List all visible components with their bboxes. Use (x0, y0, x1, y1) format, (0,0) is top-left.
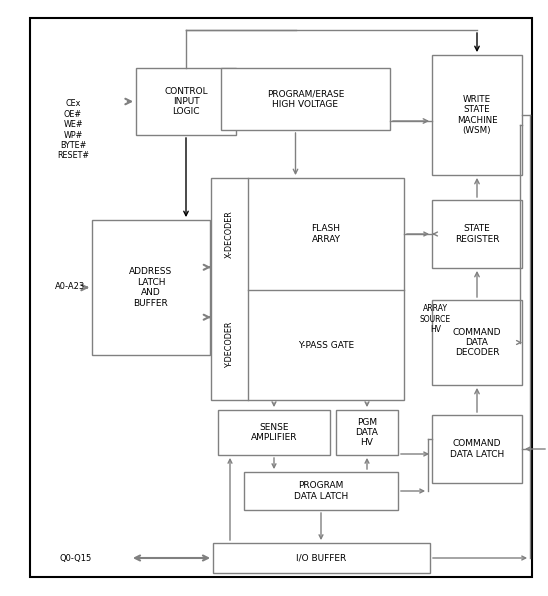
Text: STATE
REGISTER: STATE REGISTER (455, 224, 499, 244)
Bar (432, 200, 522, 268)
Text: X-DECODER: X-DECODER (225, 210, 234, 258)
Text: WRITE
STATE
MACHINE
(WSM): WRITE STATE MACHINE (WSM) (456, 95, 498, 135)
Text: CEx
OE#
WE#
WP#
BYTE#
RESET#: CEx OE# WE# WP# BYTE# RESET# (57, 100, 89, 160)
Text: PROGRAM/ERASE
HIGH VOLTAGE: PROGRAM/ERASE HIGH VOLTAGE (267, 89, 344, 108)
Bar (92, 220, 210, 355)
Text: ARRAY
SOURCE
HV: ARRAY SOURCE HV (420, 304, 451, 334)
Text: I/O BUFFER: I/O BUFFER (296, 554, 347, 563)
Text: CONTROL
INPUT
LOGIC: CONTROL INPUT LOGIC (164, 86, 208, 116)
Bar (244, 472, 398, 510)
Text: FLASH
ARRAY: FLASH ARRAY (311, 224, 340, 244)
Text: PROGRAM
DATA LATCH: PROGRAM DATA LATCH (294, 482, 348, 501)
Bar (211, 178, 404, 400)
Text: COMMAND
DATA
DECODER: COMMAND DATA DECODER (453, 328, 501, 358)
Bar (221, 68, 390, 130)
Text: COMMAND
DATA LATCH: COMMAND DATA LATCH (450, 439, 504, 459)
Text: ADDRESS
LATCH
AND
BUFFER: ADDRESS LATCH AND BUFFER (129, 268, 173, 308)
Bar (336, 410, 398, 455)
Bar (432, 300, 522, 385)
Bar (218, 410, 330, 455)
Text: SENSE
AMPLIFIER: SENSE AMPLIFIER (251, 423, 297, 442)
Bar (432, 55, 522, 175)
Text: Y-DECODER: Y-DECODER (225, 322, 234, 368)
Bar (432, 415, 522, 483)
Text: A0-A23: A0-A23 (55, 283, 85, 291)
Bar (213, 543, 430, 573)
Text: Q0-Q15: Q0-Q15 (60, 554, 92, 563)
Text: PGM
DATA
HV: PGM DATA HV (356, 418, 379, 448)
Text: Y-PASS GATE: Y-PASS GATE (298, 340, 354, 349)
Bar (136, 68, 236, 135)
